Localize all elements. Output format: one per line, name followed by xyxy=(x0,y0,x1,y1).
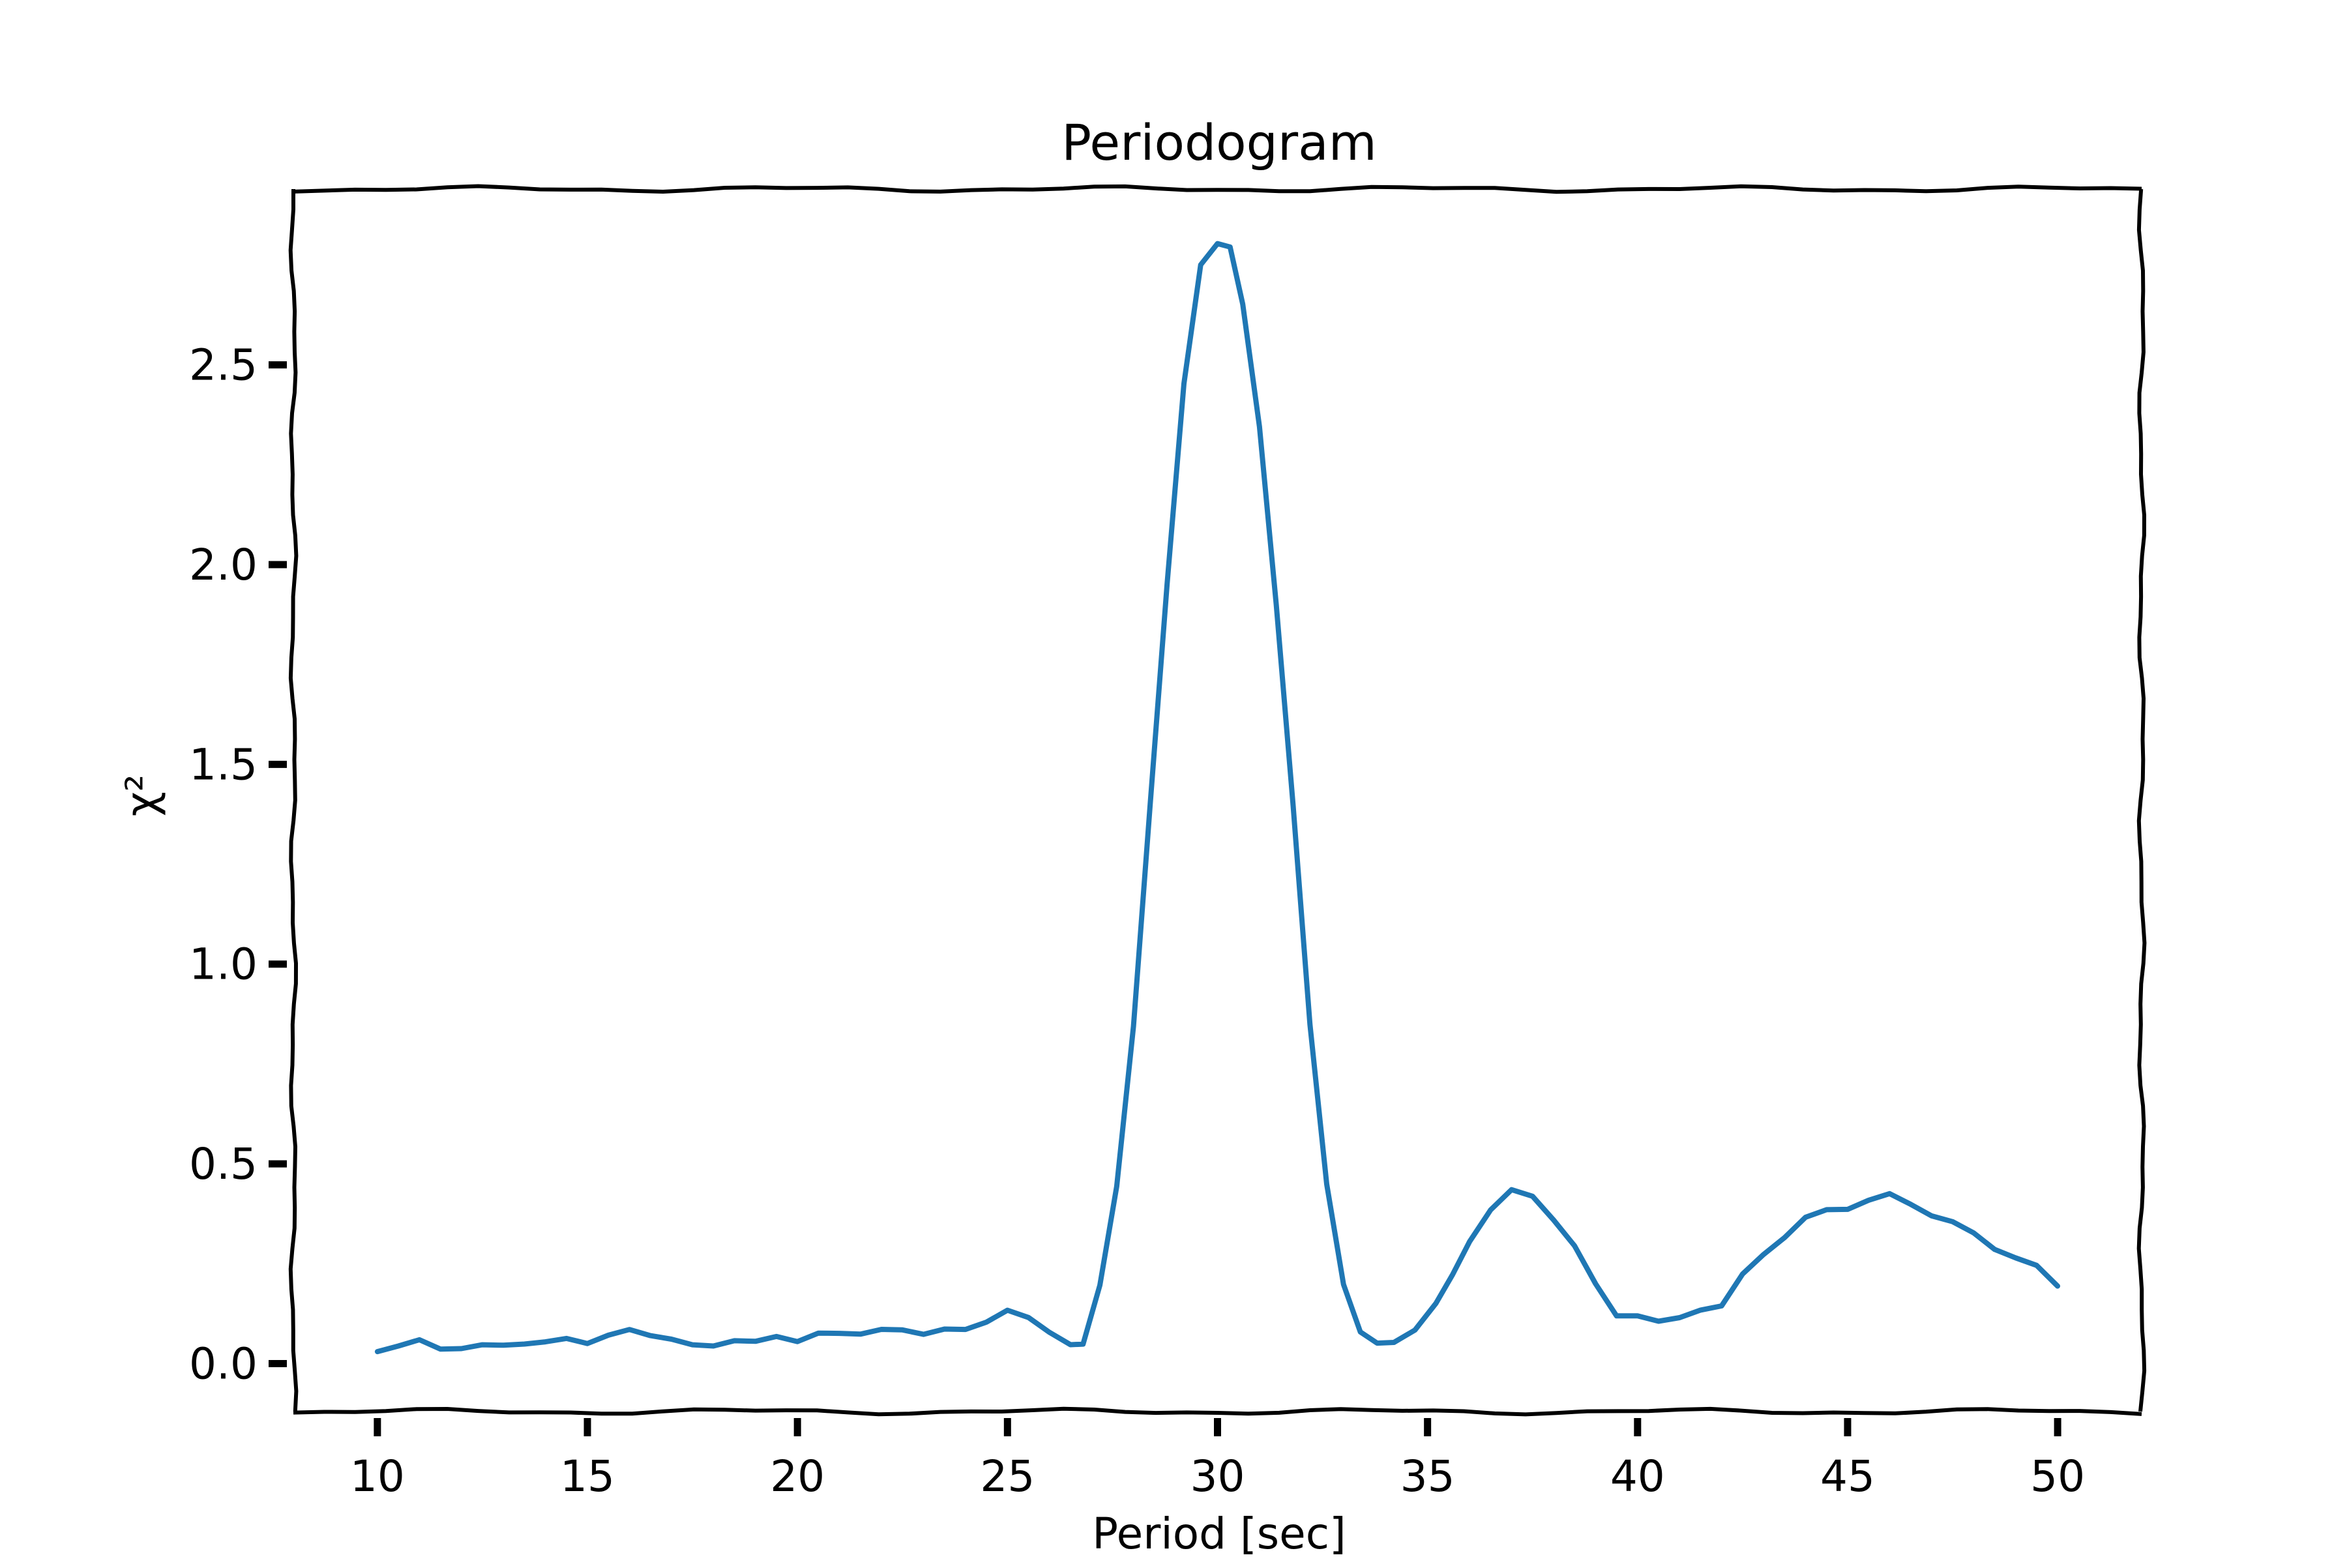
x-tick-label: 15 xyxy=(560,1451,615,1501)
chart-title: Periodogram xyxy=(1061,113,1377,171)
y-axis-label: χ² xyxy=(117,775,167,817)
series-layer xyxy=(374,241,2061,1355)
x-axis-ticks: 10 15 20 25 30 35 40 45 50 xyxy=(350,1418,2085,1501)
axes-spine-left xyxy=(288,189,299,1412)
y-tick-label: 0.0 xyxy=(189,1339,258,1389)
y-tick-label: 0.5 xyxy=(189,1139,258,1189)
x-tick-label: 10 xyxy=(350,1451,405,1501)
y-tick-label: 1.5 xyxy=(189,739,258,790)
x-tick-label: 40 xyxy=(1610,1451,1665,1501)
x-tick-label: 50 xyxy=(2030,1451,2085,1501)
axes-spine-right xyxy=(2136,188,2147,1412)
axes-spine-bottom xyxy=(293,1406,2142,1417)
x-tick-label: 45 xyxy=(1820,1451,1875,1501)
series-line xyxy=(374,241,2061,1355)
x-tick-label: 20 xyxy=(770,1451,825,1501)
y-tick-label: 2.5 xyxy=(189,340,258,391)
x-tick-label: 25 xyxy=(980,1451,1035,1501)
y-tick-label: 1.0 xyxy=(189,939,258,990)
x-tick-label: 30 xyxy=(1190,1451,1245,1501)
x-tick-label: 35 xyxy=(1400,1451,1455,1501)
axes-frame xyxy=(288,184,2147,1417)
y-axis-ticks: 0.0 0.5 1.0 1.5 2.0 2.5 xyxy=(189,340,287,1389)
x-axis-label: Period [sec] xyxy=(1092,1509,1346,1559)
y-tick-label: 2.0 xyxy=(189,540,258,590)
axes-spine-top xyxy=(293,184,2142,194)
